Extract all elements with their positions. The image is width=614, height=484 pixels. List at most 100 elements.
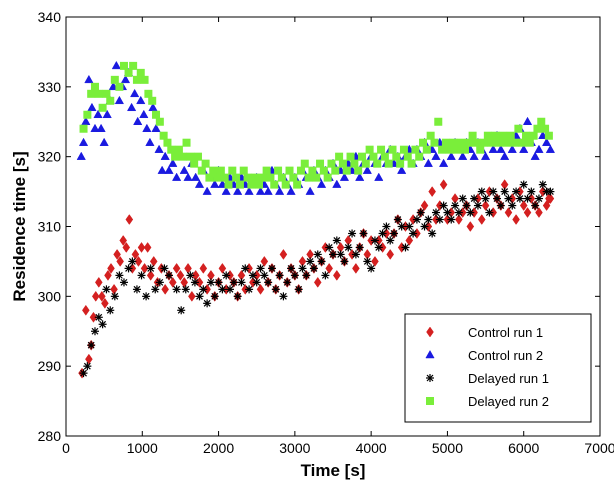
star-point	[155, 278, 164, 287]
square-point	[209, 166, 218, 175]
diamond-point	[131, 248, 140, 260]
diamond-point	[122, 242, 131, 253]
square-point	[110, 75, 119, 84]
square-point	[102, 89, 111, 98]
diamond-point	[477, 214, 486, 225]
triangle-point	[154, 144, 164, 153]
square-point	[79, 124, 88, 133]
square-point	[365, 145, 374, 154]
triangle-point	[286, 186, 296, 195]
star-point	[302, 271, 311, 280]
diamond-point	[405, 235, 414, 246]
legend: Control run 1 Control run 2 Delayed run 1 D…	[404, 313, 592, 423]
diamond-point	[481, 200, 490, 211]
square-point	[186, 152, 195, 161]
star-point	[90, 327, 99, 336]
star-point	[348, 229, 357, 238]
square-point	[480, 138, 489, 147]
triangle-point	[84, 74, 94, 84]
diamond-point	[116, 255, 124, 267]
square-point	[522, 131, 531, 140]
square-point	[453, 145, 462, 154]
triangle-point	[355, 172, 365, 181]
star-point	[405, 222, 414, 231]
square-point	[388, 145, 397, 154]
square-point	[316, 159, 325, 168]
triangle-point	[157, 165, 167, 174]
diamond-point	[512, 214, 520, 225]
star-point	[317, 257, 326, 266]
legend-entry-label: Control run 1	[468, 325, 543, 340]
diamond-point	[455, 214, 463, 225]
square-point	[541, 124, 550, 133]
star-point	[252, 278, 261, 287]
square-point	[441, 138, 450, 147]
triangle-point	[263, 186, 273, 195]
star-point	[283, 278, 292, 287]
diamond-point	[420, 200, 429, 211]
square-point	[247, 180, 256, 189]
star-point	[206, 278, 215, 287]
triangle-point	[541, 137, 552, 146]
triangle-point	[191, 172, 201, 181]
diamond-point	[94, 276, 103, 288]
triangle-point	[151, 123, 161, 132]
y-tick-label: 280	[38, 428, 62, 444]
triangle-point	[194, 179, 205, 188]
star-point	[351, 250, 360, 259]
square-point	[491, 131, 500, 140]
triangle-point	[108, 81, 118, 91]
triangle-point	[480, 151, 491, 160]
diamond-point	[535, 207, 543, 218]
triangle-point	[534, 144, 544, 153]
triangle-point	[522, 116, 533, 125]
square-point	[537, 117, 546, 126]
triangle-point	[102, 109, 112, 119]
star-point	[271, 285, 280, 294]
star-point	[106, 306, 115, 315]
triangle-point	[93, 109, 103, 119]
square-point	[361, 159, 370, 168]
triangle-point	[114, 95, 125, 105]
square-point	[144, 89, 153, 98]
y-tick-label: 310	[38, 219, 62, 235]
triangle-point	[339, 172, 350, 181]
square-point	[350, 159, 359, 168]
star-point	[229, 278, 238, 287]
square-point	[525, 138, 534, 147]
star-point	[515, 194, 524, 203]
star-point	[431, 208, 440, 217]
triangle-point	[244, 186, 254, 195]
triangle-point	[374, 172, 384, 181]
star-point	[313, 250, 322, 259]
star-point	[531, 201, 540, 210]
square-point	[285, 166, 294, 175]
diamond-point	[149, 255, 158, 267]
triangle-point	[142, 123, 152, 132]
triangle-point	[500, 151, 510, 160]
x-tick-label: 2000	[203, 440, 234, 456]
star-point	[119, 278, 128, 287]
square-point	[228, 166, 237, 175]
star-point	[186, 271, 195, 280]
square-point	[197, 166, 206, 175]
square-point	[338, 159, 347, 168]
square-point	[152, 110, 161, 119]
square-point	[483, 131, 492, 140]
star-point	[309, 264, 318, 273]
square-point	[468, 131, 477, 140]
square-point	[312, 173, 321, 182]
star-point	[329, 250, 337, 259]
y-tick-label: 290	[38, 358, 62, 374]
star-point	[496, 201, 505, 210]
x-tick-label: 3000	[279, 440, 310, 456]
triangle-point	[164, 165, 174, 174]
square-point	[300, 159, 309, 168]
square-point	[277, 173, 286, 182]
triangle-point	[446, 151, 456, 160]
triangle-point	[362, 165, 372, 174]
square-point	[98, 103, 107, 112]
diamond-point	[466, 221, 475, 232]
square-point	[445, 145, 454, 154]
square-point	[438, 145, 447, 154]
